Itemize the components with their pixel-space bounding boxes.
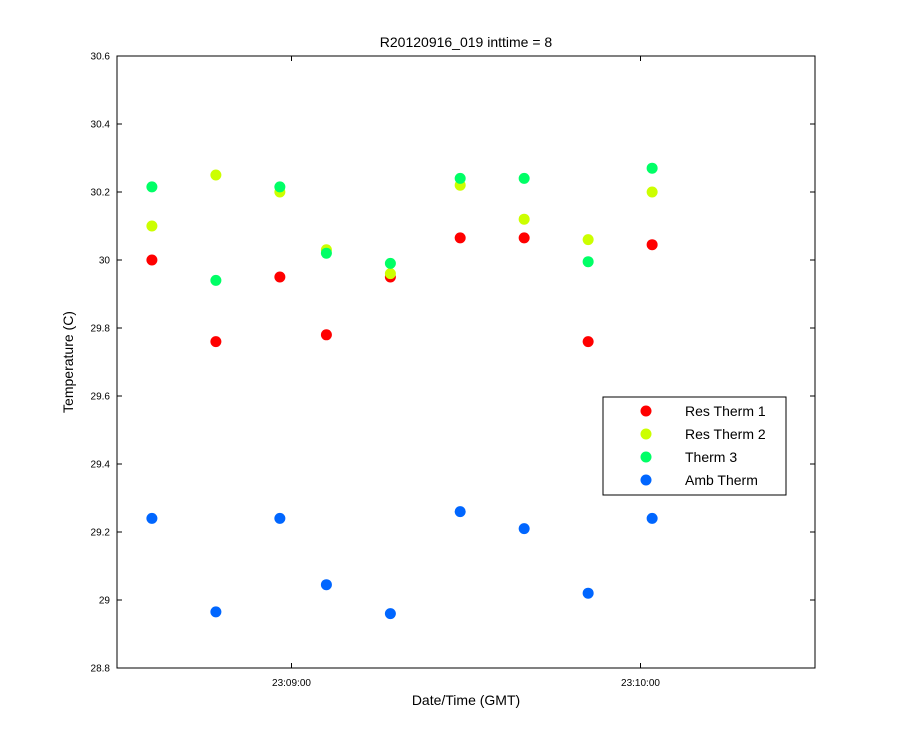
point-res-therm-1 xyxy=(646,239,658,251)
plot-area xyxy=(116,55,816,669)
point-res-therm-1 xyxy=(518,232,530,244)
legend-marker xyxy=(640,451,652,463)
point-therm-3 xyxy=(320,247,332,259)
chart-title: R20120916_019 inttime = 8 xyxy=(380,34,553,50)
legend-marker xyxy=(640,428,652,440)
y-axis-label: Temperature (C) xyxy=(60,311,76,413)
point-therm-3 xyxy=(454,172,466,184)
point-therm-3 xyxy=(210,274,222,286)
point-res-therm-1 xyxy=(454,232,466,244)
point-therm-3 xyxy=(582,256,594,268)
legend-marker xyxy=(640,405,652,417)
y-tick-label: 29.6 xyxy=(91,392,111,403)
x-tick-label: 23:10:00 xyxy=(621,678,660,689)
legend-label: Amb Therm xyxy=(685,472,758,488)
x-axis: 23:09:00 23:10:00 xyxy=(272,56,660,689)
y-tick-label: 30 xyxy=(99,256,111,267)
point-amb-therm xyxy=(518,523,530,535)
point-amb-therm xyxy=(146,512,158,524)
point-res-therm-2 xyxy=(146,220,158,232)
point-res-therm-1 xyxy=(274,271,286,283)
point-amb-therm xyxy=(320,579,332,591)
legend-label: Therm 3 xyxy=(685,449,737,465)
point-therm-3 xyxy=(518,172,530,184)
point-res-therm-1 xyxy=(582,336,594,348)
x-tick-label: 23:09:00 xyxy=(272,678,311,689)
point-res-therm-1 xyxy=(210,336,222,348)
legend-label: Res Therm 2 xyxy=(685,426,766,442)
point-therm-3 xyxy=(646,162,658,174)
point-amb-therm xyxy=(582,587,594,599)
point-amb-therm xyxy=(646,512,658,524)
y-tick-label: 30.4 xyxy=(91,120,111,131)
point-res-therm-2 xyxy=(582,234,594,246)
point-therm-3 xyxy=(384,257,396,269)
y-tick-label: 29 xyxy=(99,596,111,607)
legend-marker xyxy=(640,474,652,486)
y-tick-label: 29.4 xyxy=(91,460,111,471)
point-amb-therm xyxy=(384,608,396,620)
data-points xyxy=(146,162,658,620)
y-tick-label: 28.8 xyxy=(91,664,111,675)
x-axis-label: Date/Time (GMT) xyxy=(412,692,520,708)
legend: Res Therm 1 Res Therm 2 Therm 3 Amb Therm xyxy=(602,396,787,496)
point-amb-therm xyxy=(454,506,466,518)
point-res-therm-2 xyxy=(518,213,530,225)
point-res-therm-2 xyxy=(210,169,222,181)
point-therm-3 xyxy=(274,181,286,193)
point-res-therm-2 xyxy=(384,268,396,280)
y-axis: 28.8 29 29.2 29.4 29.6 29.8 30 30.2 30.4 30.6 xyxy=(91,52,815,675)
y-tick-label: 30.6 xyxy=(91,52,111,63)
point-therm-3 xyxy=(146,181,158,193)
point-amb-therm xyxy=(210,606,222,618)
point-res-therm-1 xyxy=(146,254,158,266)
y-tick-label: 29.2 xyxy=(91,528,111,539)
point-amb-therm xyxy=(274,512,286,524)
y-tick-label: 30.2 xyxy=(91,188,111,199)
point-res-therm-2 xyxy=(646,186,658,198)
legend-label: Res Therm 1 xyxy=(685,403,766,419)
y-tick-label: 29.8 xyxy=(91,324,111,335)
legend-box xyxy=(602,396,787,496)
point-res-therm-1 xyxy=(320,329,332,341)
